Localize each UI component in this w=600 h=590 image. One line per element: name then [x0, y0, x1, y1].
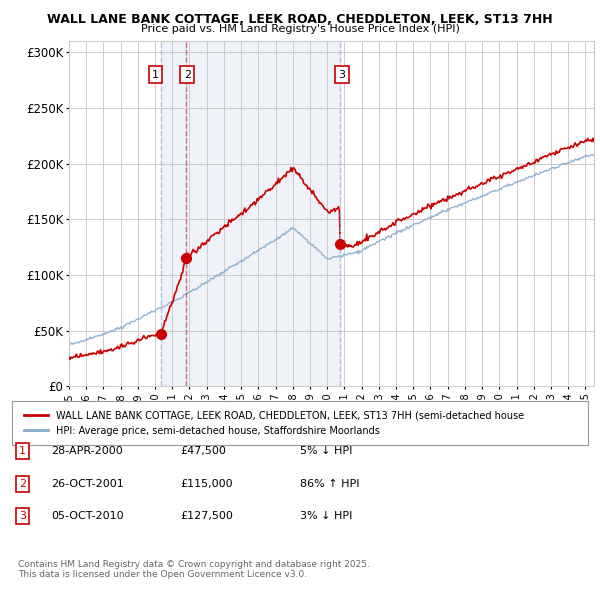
Text: £47,500: £47,500	[180, 447, 226, 456]
Text: 28-APR-2000: 28-APR-2000	[51, 447, 123, 456]
Bar	[161, 41, 187, 386]
Text: 2: 2	[184, 70, 191, 80]
Legend: WALL LANE BANK COTTAGE, LEEK ROAD, CHEDDLETON, LEEK, ST13 7HH (semi-detached hou: WALL LANE BANK COTTAGE, LEEK ROAD, CHEDD…	[20, 407, 528, 440]
Text: 5% ↓ HPI: 5% ↓ HPI	[300, 447, 352, 456]
Text: Price paid vs. HM Land Registry's House Price Index (HPI): Price paid vs. HM Land Registry's House …	[140, 24, 460, 34]
Text: 3: 3	[19, 512, 26, 521]
Bar	[187, 41, 340, 386]
Text: WALL LANE BANK COTTAGE, LEEK ROAD, CHEDDLETON, LEEK, ST13 7HH: WALL LANE BANK COTTAGE, LEEK ROAD, CHEDD…	[47, 13, 553, 26]
Text: 05-OCT-2010: 05-OCT-2010	[51, 512, 124, 521]
Text: £127,500: £127,500	[180, 512, 233, 521]
Text: 26-OCT-2001: 26-OCT-2001	[51, 479, 124, 489]
Text: 2: 2	[19, 479, 26, 489]
Text: 1: 1	[19, 447, 26, 456]
Text: 86% ↑ HPI: 86% ↑ HPI	[300, 479, 359, 489]
Text: 1: 1	[152, 70, 159, 80]
Text: £115,000: £115,000	[180, 479, 233, 489]
Text: Contains HM Land Registry data © Crown copyright and database right 2025.
This d: Contains HM Land Registry data © Crown c…	[18, 560, 370, 579]
Text: 3: 3	[338, 70, 346, 80]
Text: 3% ↓ HPI: 3% ↓ HPI	[300, 512, 352, 521]
